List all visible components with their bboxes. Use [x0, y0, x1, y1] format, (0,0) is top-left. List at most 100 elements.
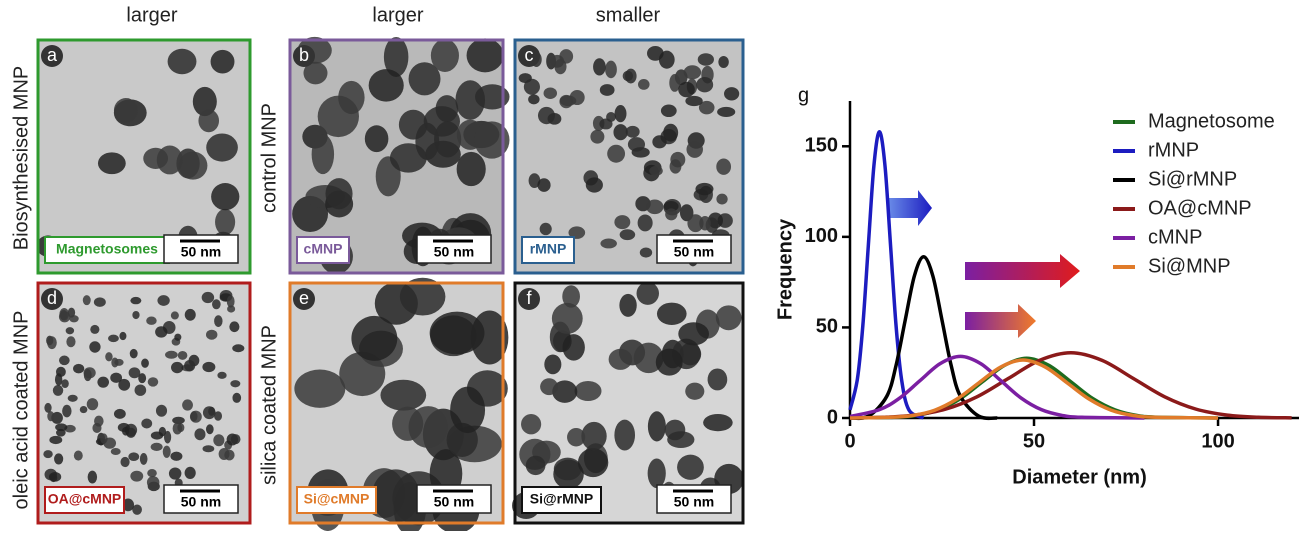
particle	[58, 355, 70, 366]
particle	[120, 456, 130, 468]
series-line	[849, 255, 998, 421]
particle	[192, 86, 217, 117]
x-tick-label: 50	[1023, 430, 1045, 452]
particle	[664, 419, 686, 441]
panel-label: rMNP	[530, 241, 567, 257]
label-box	[296, 236, 350, 264]
particle	[581, 421, 607, 451]
particle	[128, 452, 140, 462]
particle	[230, 434, 241, 445]
particle	[129, 348, 138, 359]
particle	[562, 285, 580, 308]
particle	[54, 373, 63, 386]
particle	[638, 79, 650, 90]
panel-border	[513, 38, 745, 275]
panel-letter: c	[525, 45, 534, 65]
series-line	[849, 356, 1219, 420]
particle	[553, 457, 582, 481]
panel-letter-bg	[41, 288, 63, 310]
particle	[697, 53, 714, 66]
particle	[574, 380, 602, 402]
particle	[660, 104, 677, 118]
particle	[537, 178, 551, 192]
particle	[48, 471, 62, 482]
particle	[649, 165, 663, 176]
scale-label: 50 nm	[181, 244, 221, 260]
particle	[368, 69, 404, 102]
particle	[569, 89, 585, 106]
particle	[687, 214, 704, 233]
particle	[214, 411, 223, 421]
particle	[430, 39, 459, 72]
particle	[162, 445, 171, 458]
y-tick-label: 150	[805, 135, 838, 157]
particle	[669, 74, 681, 92]
particle	[89, 341, 101, 353]
particle	[146, 316, 157, 325]
panel-label: Si@cMNP	[304, 491, 370, 507]
particle	[47, 336, 57, 350]
particle	[622, 70, 634, 82]
scale-label: 50 nm	[434, 494, 474, 510]
particle	[317, 95, 359, 138]
particle	[177, 350, 188, 360]
particle	[528, 94, 540, 105]
particle	[206, 133, 238, 162]
particle	[110, 447, 121, 456]
particle	[139, 452, 148, 465]
particle	[215, 208, 236, 236]
particle	[172, 416, 185, 425]
particle	[170, 451, 183, 461]
particle	[105, 352, 113, 362]
particle	[97, 152, 126, 175]
particle	[130, 470, 144, 482]
particle	[646, 199, 664, 215]
particle	[627, 137, 646, 152]
particle	[213, 434, 225, 447]
particle	[619, 229, 636, 241]
particle	[613, 124, 628, 141]
particle	[113, 97, 138, 123]
particle	[294, 369, 346, 408]
particle	[205, 424, 214, 435]
particle	[562, 334, 585, 361]
particle	[113, 408, 126, 419]
particle	[677, 454, 704, 480]
scale-label: 50 nm	[674, 494, 714, 510]
particle	[450, 386, 486, 434]
particle	[699, 215, 711, 231]
particle	[94, 415, 104, 427]
particle	[158, 426, 167, 437]
particle	[551, 302, 583, 334]
particle	[637, 214, 653, 232]
particle	[658, 50, 675, 69]
particle	[521, 413, 542, 435]
particle	[232, 392, 242, 403]
particle	[163, 430, 172, 444]
particle	[466, 38, 504, 73]
particle	[168, 467, 182, 480]
particle	[633, 342, 664, 374]
panel-border	[513, 281, 745, 525]
particle	[715, 305, 742, 331]
particle	[559, 94, 573, 109]
particle	[178, 151, 208, 180]
panel-letter: a	[47, 45, 58, 65]
particle	[663, 200, 679, 212]
particle	[364, 125, 389, 153]
particle	[147, 468, 157, 478]
particle	[198, 109, 220, 133]
particle	[79, 406, 88, 414]
particle	[43, 450, 53, 459]
row-label: silica coated MNP	[258, 325, 280, 485]
particle	[647, 411, 666, 442]
particle	[232, 344, 245, 353]
y-tick-label: 50	[816, 316, 838, 338]
particle	[230, 380, 241, 388]
particle	[474, 121, 510, 159]
particle	[147, 377, 159, 387]
panel-letter: b	[299, 45, 309, 65]
panel-letter-bg	[41, 45, 63, 67]
x-tick-label: 0	[844, 430, 855, 452]
particle	[544, 354, 562, 375]
